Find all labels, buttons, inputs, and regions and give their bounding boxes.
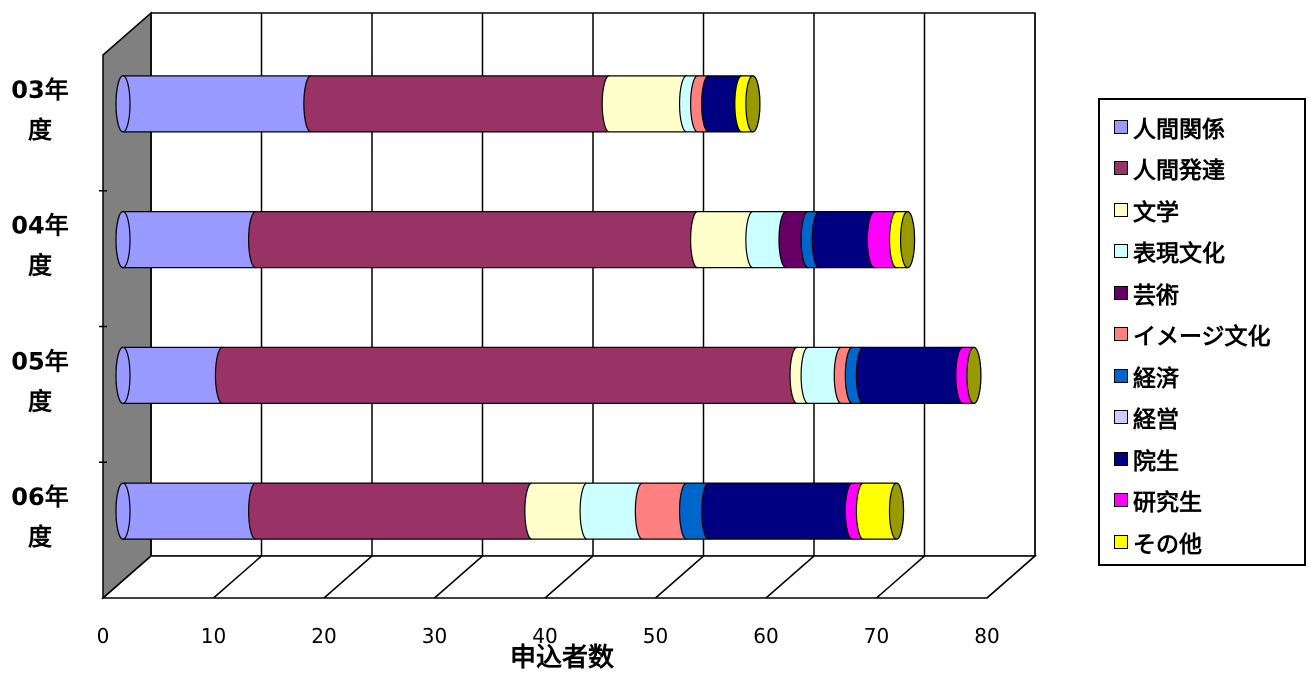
x-tick-label: 0 [97,624,110,648]
legend-swatch [1114,202,1128,217]
legend-item: 人間関係 [1114,106,1304,148]
x-tick-label: 70 [864,624,889,648]
legend-item: 文学 [1114,189,1304,231]
category-label: 度 [28,252,53,280]
legend-swatch [1114,285,1128,300]
floor-gridline [213,555,262,599]
bar-end-cap [899,211,916,269]
x-tick-label: 50 [643,624,668,648]
bar-segment [115,482,264,540]
legend-label: 人間発達 [1133,158,1225,185]
category-label: 06年 [11,483,68,511]
bar-segment [115,211,264,269]
x-axis-title: 申込者数 [510,643,615,673]
bar-end-cap [966,346,982,404]
legend-label: 表現文化 [1133,241,1225,268]
category-label: 度 [28,116,53,144]
floor-gridline [986,555,1036,599]
bar-start-cap [115,346,131,404]
legend-swatch [1114,534,1128,549]
category-label: 度 [28,523,53,551]
legend-label: 経済 [1133,365,1179,392]
floor-gridline [655,555,704,599]
bar-segment [115,75,319,133]
legend-swatch [1114,119,1128,134]
legend-swatch [1114,368,1128,383]
legend-swatch [1114,161,1128,176]
bar-segment [115,346,231,404]
x-tick-label: 30 [422,624,447,648]
floor-gridline [102,555,152,599]
legend-item: 表現文化 [1114,231,1304,273]
legend-item: イメージ文化 [1114,314,1304,356]
x-tick-label: 10 [201,624,226,648]
floor-gridline [434,555,483,599]
floor-gridline [765,555,815,599]
legend-item: 芸術 [1114,272,1304,314]
x-tick-label: 40 [532,624,557,648]
legend-swatch [1114,493,1128,508]
legend-swatch [1114,451,1128,466]
legend-label: 人間関係 [1133,116,1225,143]
legend-label: 経営 [1133,407,1179,434]
bar-segment [248,211,706,269]
legend-item: その他 [1114,521,1304,563]
floor-gridline [544,555,594,599]
bar-segment [214,346,805,404]
category-label: 03年 [11,76,68,104]
x-axis-ticks: 0 10 20 30 40 50 60 70 80 [97,624,1000,648]
bar-segment [303,75,617,133]
bar-segment [701,482,860,540]
legend-item: 人間発達 [1114,148,1304,190]
bar-segment [248,482,540,540]
bar-start-cap [115,75,131,133]
x-tick-label: 20 [311,624,336,648]
bar-start-cap [115,482,131,540]
legend-item: 研究生 [1114,480,1304,522]
legend-swatch [1114,410,1128,425]
bar-segment [855,346,971,404]
legend-item: 経営 [1114,397,1304,439]
legend-swatch [1114,327,1128,342]
legend-item: 経済 [1114,355,1304,397]
category-label: 05年 [11,347,68,375]
bar-start-cap [115,211,131,269]
legend-item: 院生 [1114,438,1304,480]
bar-end-cap [745,75,761,133]
legend-label: 芸術 [1133,282,1179,309]
legend: 人間関係人間発達文学表現文化芸術イメージ文化 経済経営院生研究生その他 [1098,98,1306,566]
legend-label: イメージ文化 [1133,324,1271,351]
x-tick-label: 60 [753,624,778,648]
legend-label: 文学 [1133,199,1179,226]
x-tick-label: 80 [974,624,999,648]
floor-gridline [876,555,925,599]
legend-label: 研究生 [1133,490,1202,517]
bar-series [115,75,982,540]
legend-label: 院生 [1133,448,1179,475]
category-label: 04年 [11,212,68,240]
bar-end-cap [888,482,905,540]
floor-gridline [323,555,373,599]
legend-label: その他 [1133,531,1202,558]
legend-swatch [1114,244,1128,259]
category-label: 度 [28,387,53,415]
